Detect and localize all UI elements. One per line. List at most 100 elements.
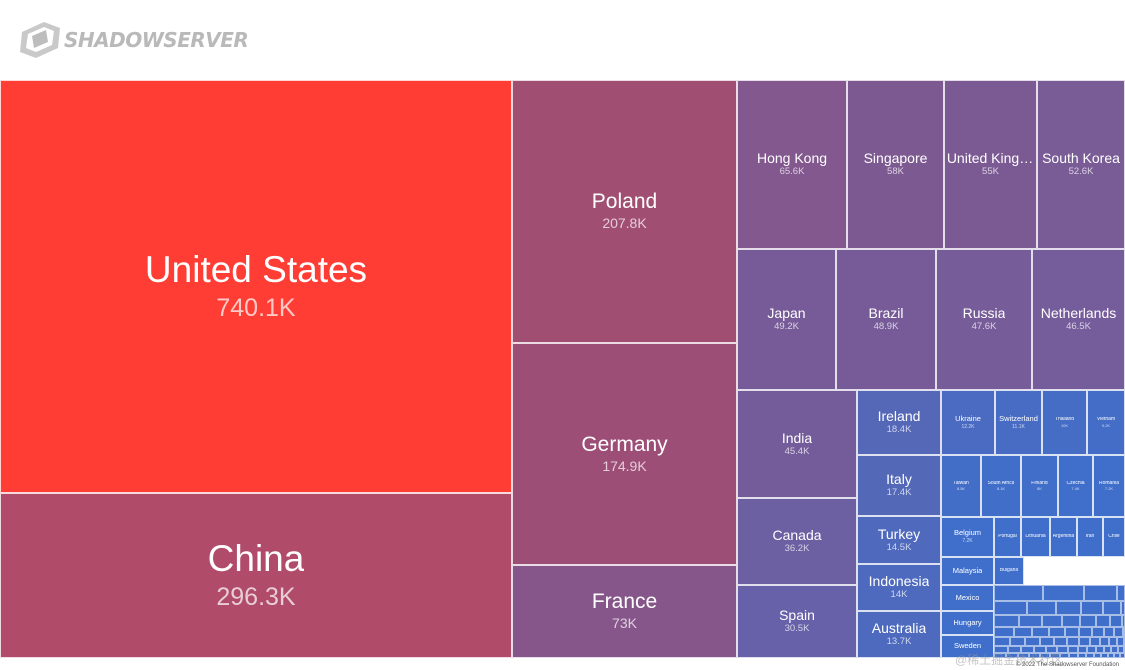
treemap-cell-small[interactable] [1103,601,1121,615]
treemap-cell-small[interactable] [1040,653,1050,658]
treemap-cell-small[interactable] [1087,646,1096,653]
treemap-cell-small[interactable] [1042,615,1062,627]
treemap-cell-small[interactable] [994,653,1006,658]
treemap-cell[interactable]: Malaysia [941,557,994,585]
treemap-cell-small[interactable] [1018,653,1029,658]
treemap-cell[interactable]: Netherlands 46.5K [1032,249,1125,390]
treemap-cell-small[interactable] [1060,653,1069,658]
treemap-cell[interactable]: Russia 47.6K [936,249,1032,390]
treemap-cell[interactable]: Romania 7.2K [1093,455,1125,517]
treemap-cell[interactable]: Taiwan 8.5K [941,455,981,517]
treemap-cell-small[interactable] [1049,627,1065,637]
treemap-cell-small[interactable] [1096,615,1110,627]
treemap-cell-small[interactable] [1121,601,1125,615]
treemap-cell[interactable]: South Africa 8.1K [981,455,1021,517]
treemap-cell-small[interactable] [1114,653,1120,658]
treemap-cell-small[interactable] [1040,637,1054,646]
treemap-cell[interactable]: South Korea 52.6K [1037,80,1125,249]
treemap-cell[interactable]: Bulgaria [994,557,1024,585]
treemap-cell[interactable]: Iran [1077,517,1103,557]
treemap-cell-small[interactable] [1068,646,1078,653]
treemap-cell-small[interactable] [1086,653,1094,658]
treemap-cell-small[interactable] [1027,601,1056,615]
treemap-cell-small[interactable] [1110,615,1122,627]
treemap-cell-small[interactable] [1043,585,1084,601]
treemap-cell-small[interactable] [994,627,1014,637]
treemap-cell-small[interactable] [1117,585,1125,601]
treemap-cell[interactable]: Finland 8K [1021,455,1058,517]
treemap-cell-small[interactable] [1109,637,1117,646]
treemap-cell[interactable]: Czechia 7.4K [1058,455,1093,517]
treemap-cell-small[interactable] [1118,646,1124,653]
treemap-cell[interactable]: Lithuania [1021,517,1050,557]
treemap-cell-small[interactable] [1079,627,1092,637]
treemap-cell-small[interactable] [994,601,1027,615]
treemap-cell-small[interactable] [1101,653,1108,658]
treemap-cell-small[interactable] [1114,627,1123,637]
treemap-cell[interactable]: Japan 49.2K [737,249,836,390]
treemap-cell-small[interactable] [1046,646,1057,653]
brand-logo[interactable]: SHADOWSERVER [18,18,249,62]
treemap-cell-small[interactable] [1056,601,1081,615]
treemap-cell[interactable]: Switzerland 11.1K [995,390,1042,455]
treemap-cell-small[interactable] [994,615,1019,627]
treemap-cell-small[interactable] [1078,646,1087,653]
treemap-cell[interactable]: Mexico [941,585,994,611]
treemap-cell-small[interactable] [994,646,1008,653]
treemap-cell[interactable]: United States 740.1K [0,80,512,493]
treemap-cell-small[interactable] [1079,637,1090,646]
treemap-cell[interactable]: Hong Kong 65.6K [737,80,847,249]
treemap-cell[interactable]: Thailand 10K [1042,390,1087,455]
treemap-cell[interactable]: Brazil 48.9K [836,249,936,390]
treemap-cell-small[interactable] [1117,637,1124,646]
treemap-cell-small[interactable] [1034,646,1046,653]
treemap-cell[interactable]: Hungary [941,611,994,635]
treemap-cell-small[interactable] [1096,646,1104,653]
treemap-cell-small[interactable] [1120,653,1125,658]
treemap-cell[interactable]: Sweden [941,635,994,658]
treemap-cell-small[interactable] [1108,653,1114,658]
treemap-cell-small[interactable] [1065,627,1079,637]
treemap-cell[interactable]: Ukraine 12.2K [941,390,995,455]
treemap-cell-small[interactable] [1069,653,1078,658]
treemap-cell-small[interactable] [1092,627,1104,637]
treemap-cell[interactable]: Portugal [994,517,1021,557]
treemap-cell-small[interactable] [1084,585,1117,601]
treemap-cell-small[interactable] [1081,601,1103,615]
treemap-cell-small[interactable] [1019,615,1042,627]
treemap-cell-small[interactable] [1078,653,1086,658]
treemap-cell-small[interactable] [1111,646,1118,653]
treemap-cell-small[interactable] [1008,646,1021,653]
treemap-cell-small[interactable] [1100,637,1109,646]
treemap-cell-small[interactable] [994,585,1043,601]
treemap-cell-small[interactable] [1014,627,1032,637]
treemap-cell-small[interactable] [1010,637,1025,646]
treemap-cell-small[interactable] [1032,627,1049,637]
treemap-cell[interactable]: Germany 174.9K [512,343,737,565]
treemap-cell[interactable]: Canada 36.2K [737,498,857,585]
treemap-cell[interactable]: Italy 17.4K [857,455,941,516]
treemap-cell-small[interactable] [1090,637,1100,646]
treemap-cell-small[interactable] [1094,653,1101,658]
treemap-cell[interactable]: France 73K [512,565,737,658]
treemap-cell[interactable]: Chile [1103,517,1125,557]
treemap-cell-small[interactable] [994,637,1010,646]
treemap-cell-small[interactable] [1029,653,1040,658]
treemap-cell-small[interactable] [1062,615,1080,627]
treemap-cell-small[interactable] [1057,646,1068,653]
treemap-cell[interactable]: Vietnam 9.2K [1087,390,1125,455]
treemap-cell-small[interactable] [1104,646,1111,653]
treemap-cell-small[interactable] [1067,637,1079,646]
treemap-cell-small[interactable] [1006,653,1018,658]
treemap-cell-small[interactable] [1104,627,1114,637]
treemap-cell[interactable]: Indonesia 14K [857,564,941,611]
treemap-cell[interactable]: Ireland 18.4K [857,390,941,455]
treemap-cell[interactable]: Australia 13.7K [857,611,941,658]
treemap-cell[interactable]: Turkey 14.5K [857,516,941,564]
treemap-cell-small[interactable] [1025,637,1040,646]
treemap-cell[interactable]: India 45.4K [737,390,857,498]
treemap-cell[interactable]: China 296.3K [0,493,512,658]
treemap-cell-small[interactable] [1054,637,1067,646]
treemap-cell[interactable]: Spain 30.5K [737,585,857,658]
treemap-cell[interactable]: Belgium 7.2K [941,517,994,557]
